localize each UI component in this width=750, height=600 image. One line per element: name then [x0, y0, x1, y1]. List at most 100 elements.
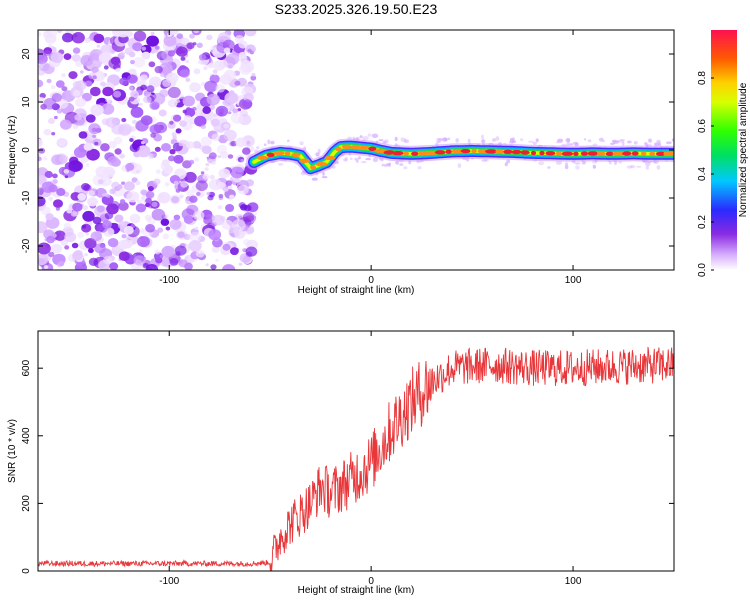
ridge-speckle — [509, 138, 514, 142]
noise-blob — [102, 51, 112, 60]
noise-blob — [99, 176, 112, 187]
ridge-speckle — [400, 137, 405, 143]
spectrogram-y-label: Frequency (Hz) — [7, 116, 18, 185]
noise-blob — [58, 154, 69, 163]
noise-blob — [242, 147, 251, 155]
noise-blob — [238, 262, 243, 266]
noise-blob — [135, 180, 141, 186]
ridge-speckle — [436, 140, 442, 144]
ridge-speckle — [447, 137, 451, 141]
noise-blob — [71, 242, 79, 249]
ridge-peak — [291, 152, 301, 158]
ridge-speckle — [572, 141, 578, 145]
noise-blob — [50, 52, 64, 63]
noise-blob — [153, 121, 168, 134]
noise-blob — [183, 215, 194, 224]
noise-blob — [63, 222, 72, 230]
y-tick-label: 0 — [21, 568, 32, 574]
noise-blob — [118, 239, 129, 250]
noise-blob — [189, 195, 198, 203]
noise-blob — [181, 37, 190, 46]
noise-blob — [38, 175, 47, 185]
noise-blob — [145, 190, 155, 199]
noise-blob — [220, 151, 229, 159]
ridge-speckle — [575, 165, 580, 170]
noise-blob — [242, 108, 246, 112]
ridge-peak — [655, 151, 666, 156]
noise-blob — [179, 120, 187, 127]
noise-blob — [92, 216, 102, 225]
noise-blob — [51, 85, 56, 90]
x-tick-label: 100 — [565, 576, 582, 587]
y-tick-label: 600 — [21, 359, 32, 376]
ridge-peak — [368, 146, 377, 151]
noise-blob — [89, 86, 101, 97]
ridge-peak — [451, 149, 463, 154]
ridge-peak — [561, 151, 574, 156]
snr-plot-area — [38, 331, 674, 571]
noise-blob — [43, 98, 57, 110]
noise-blob — [163, 35, 177, 47]
noise-blob — [175, 128, 182, 134]
noise-blob — [77, 231, 85, 239]
noise-blob — [38, 156, 42, 162]
ridge-speckle — [614, 160, 617, 165]
noise-blob — [48, 196, 54, 201]
ridge-peak — [445, 149, 452, 154]
ridge-speckle — [629, 165, 636, 169]
noise-blob — [157, 227, 164, 233]
noise-blob — [141, 140, 145, 145]
noise-blob — [222, 243, 231, 251]
noise-blob — [42, 30, 52, 39]
noise-blob — [82, 205, 89, 211]
noise-blob — [44, 170, 53, 179]
ridge-peak — [358, 145, 370, 151]
ridge-speckle — [633, 141, 638, 145]
ridge-speckle — [555, 161, 563, 165]
noise-blob — [107, 238, 119, 248]
spectrogram-noise-region — [38, 30, 674, 270]
noise-blob — [71, 54, 81, 62]
noise-blob — [194, 226, 199, 230]
noise-blob — [74, 114, 82, 121]
noise-blob — [90, 104, 104, 116]
noise-blob — [42, 156, 48, 161]
noise-blob — [167, 86, 181, 99]
noise-blob — [228, 228, 240, 238]
noise-blob — [126, 74, 138, 84]
noise-blob — [149, 101, 160, 110]
noise-blob — [219, 60, 229, 69]
noise-blob — [215, 105, 229, 117]
noise-blob — [132, 42, 143, 52]
noise-blob — [230, 166, 244, 179]
noise-blob — [145, 202, 151, 208]
noise-blob — [245, 246, 258, 257]
noise-blob — [80, 55, 94, 66]
x-tick-label: 100 — [565, 275, 582, 286]
noise-blob — [237, 184, 249, 195]
spectrogram-x-label: Height of straight line (km) — [298, 285, 415, 296]
noise-blob — [53, 199, 63, 208]
noise-blob — [140, 115, 153, 126]
ridge-peak — [335, 146, 342, 152]
noise-blob — [145, 223, 156, 233]
ridge-peak — [299, 158, 310, 163]
ridge-speckle — [299, 141, 304, 146]
ridge-peak — [663, 151, 674, 156]
noise-blob — [148, 61, 156, 68]
noise-blob — [83, 142, 93, 151]
noise-blob — [185, 59, 190, 64]
ridge-speckle — [455, 138, 460, 143]
noise-blob — [100, 143, 110, 152]
spectrogram-ridge — [246, 138, 674, 177]
noise-blob — [169, 149, 176, 155]
ridge-speckle — [378, 139, 384, 142]
spectrogram-y-ticks: -20 -10 0 10 20 — [21, 48, 674, 253]
ridge-peak — [539, 150, 545, 156]
noise-blob — [178, 94, 185, 99]
noise-blob — [139, 228, 145, 233]
ridge-speckle — [532, 141, 537, 145]
noise-blob — [234, 80, 241, 86]
noise-blob — [143, 95, 152, 104]
